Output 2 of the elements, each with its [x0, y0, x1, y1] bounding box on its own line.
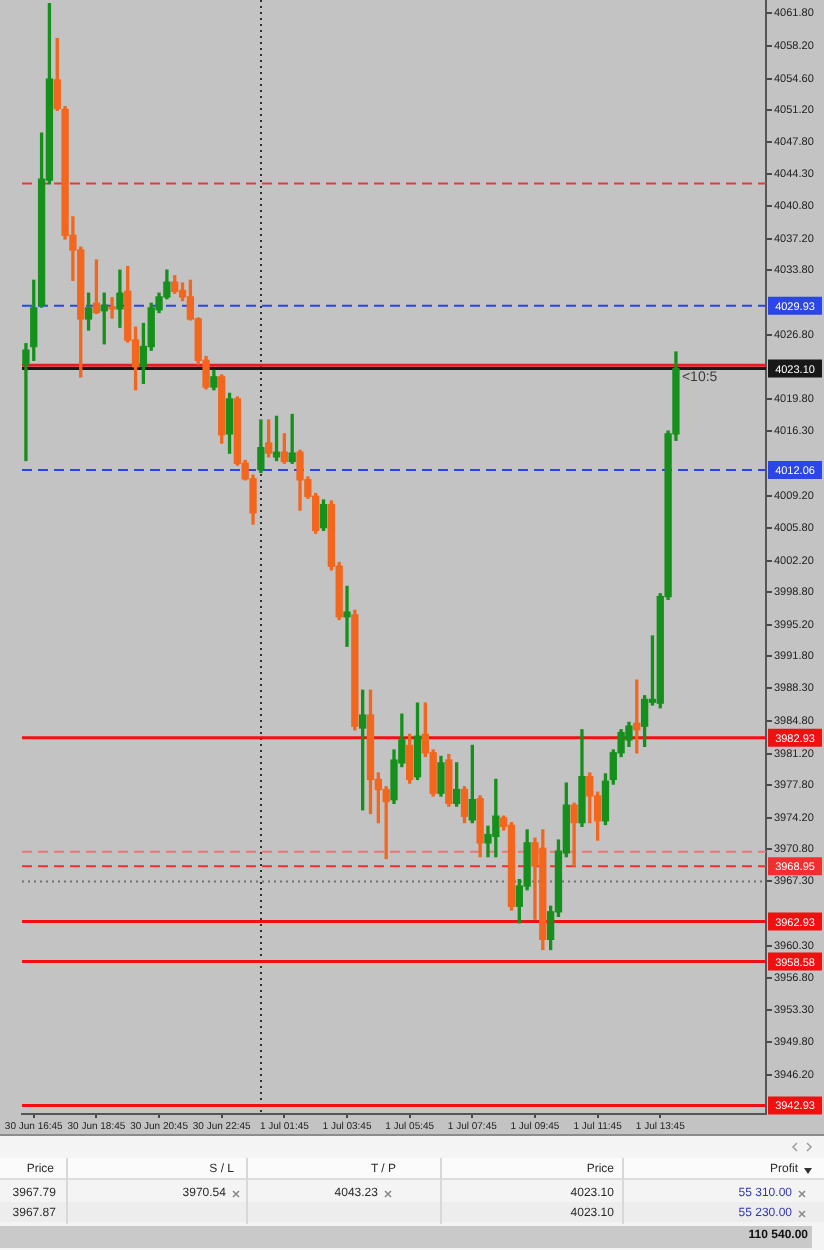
- candlestick: [343, 585, 351, 647]
- candlestick: [108, 297, 116, 319]
